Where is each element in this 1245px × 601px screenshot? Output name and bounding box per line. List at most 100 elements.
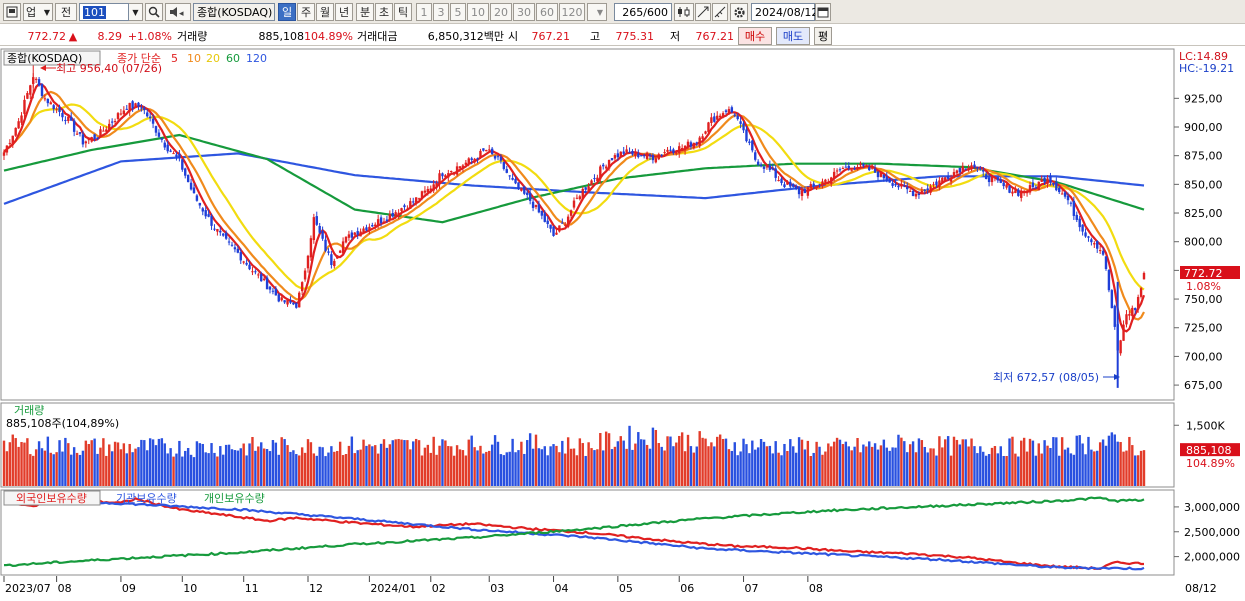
price-candle bbox=[274, 286, 278, 296]
price-candle bbox=[450, 170, 453, 174]
interval-20-button[interactable]: 20 bbox=[490, 3, 512, 21]
volume-bar bbox=[675, 442, 678, 486]
price-candle bbox=[493, 154, 497, 161]
period-month-tab[interactable]: 월 bbox=[316, 3, 334, 21]
prev-button[interactable]: 전 bbox=[55, 3, 77, 21]
price-candle bbox=[134, 102, 137, 109]
interval-60-button[interactable]: 60 bbox=[536, 3, 558, 21]
volume-bar bbox=[242, 443, 245, 486]
volume-bar bbox=[929, 448, 932, 486]
x-axis-tick-label: 09 bbox=[122, 582, 136, 595]
settings-button[interactable] bbox=[730, 3, 748, 21]
interval-5-button[interactable]: 5 bbox=[450, 3, 466, 21]
volume-bar bbox=[1090, 449, 1093, 486]
individual-holdings-legend: 개인보유수량 bbox=[204, 492, 265, 505]
price-candle bbox=[300, 281, 304, 296]
price-candle bbox=[116, 111, 120, 122]
volume-bar bbox=[87, 444, 90, 486]
price-candle bbox=[105, 126, 108, 133]
volume-bar bbox=[271, 440, 275, 486]
price-y-tick-label: 900,00 bbox=[1184, 121, 1223, 134]
price-panel[interactable] bbox=[0, 48, 1175, 401]
high-value: 775.31 bbox=[615, 29, 655, 43]
period-year-tab[interactable]: 년 bbox=[335, 3, 353, 21]
average-button[interactable]: 평 bbox=[814, 27, 832, 45]
volume-bar bbox=[55, 452, 58, 486]
x-axis-tick-label: 11 bbox=[245, 582, 259, 595]
search-button[interactable] bbox=[145, 3, 163, 21]
period-second-tab[interactable]: 초 bbox=[375, 3, 393, 21]
volume-bar bbox=[505, 452, 508, 486]
volume-bar bbox=[701, 437, 704, 486]
volume-bar bbox=[523, 453, 526, 486]
period-day-tab[interactable]: 일 bbox=[278, 3, 296, 21]
interval-spinner[interactable] bbox=[587, 3, 607, 21]
volume-bar bbox=[710, 442, 713, 486]
interval-10-button[interactable]: 10 bbox=[467, 3, 489, 21]
volume-bar bbox=[20, 442, 23, 486]
price-candle bbox=[809, 181, 812, 189]
price-candle bbox=[718, 113, 722, 119]
volume-bar bbox=[920, 440, 924, 486]
market-select[interactable]: 업 ▼ bbox=[23, 3, 53, 21]
draw-tool-button[interactable] bbox=[695, 3, 711, 21]
window-menu-icon[interactable] bbox=[3, 3, 21, 21]
price-candle bbox=[751, 139, 754, 153]
price-candle bbox=[669, 146, 672, 152]
volume-bar bbox=[414, 438, 418, 486]
stock-chart[interactable]: 675,00700,00725,00750,00775,00800,00825,… bbox=[0, 47, 1245, 601]
symbol-dropdown[interactable]: ▼ bbox=[129, 3, 143, 21]
price-candle bbox=[1075, 211, 1078, 223]
buy-button[interactable]: 매수 bbox=[738, 27, 772, 45]
volume-bar bbox=[315, 455, 318, 486]
volume-bar bbox=[178, 440, 181, 486]
price-candle bbox=[543, 210, 546, 223]
volume-bar bbox=[46, 436, 50, 486]
price-candle bbox=[1043, 176, 1046, 185]
count-field[interactable]: 265/600 bbox=[614, 3, 672, 21]
volume-bar bbox=[1011, 436, 1014, 486]
price-candle bbox=[1093, 241, 1096, 249]
volume-bar bbox=[1116, 441, 1119, 486]
price-candle bbox=[435, 180, 438, 191]
price-candle bbox=[318, 223, 321, 234]
volume-bar bbox=[713, 446, 716, 486]
volume-bar bbox=[1142, 450, 1146, 486]
price-candle bbox=[108, 119, 111, 132]
interval-3-button[interactable]: 3 bbox=[433, 3, 449, 21]
price-candle bbox=[830, 176, 833, 187]
price-candle bbox=[336, 255, 339, 259]
period-tick-tab[interactable]: 틱 bbox=[394, 3, 412, 21]
volume-bar bbox=[768, 445, 772, 486]
price-candle bbox=[1049, 172, 1052, 186]
speaker-button[interactable]: ◂ bbox=[165, 3, 191, 21]
price-candle bbox=[841, 166, 845, 170]
price-y-tick-label: 875,00 bbox=[1184, 150, 1223, 163]
volume-bar bbox=[64, 437, 67, 486]
volume-bar bbox=[11, 434, 14, 486]
chart-tool-button[interactable] bbox=[674, 3, 694, 21]
price-candle bbox=[321, 226, 324, 241]
price-candle bbox=[534, 204, 538, 210]
measure-tool-button[interactable] bbox=[712, 3, 728, 21]
volume-bar bbox=[540, 449, 544, 486]
interval-120-button[interactable]: 120 bbox=[559, 3, 585, 21]
price-candle bbox=[923, 189, 926, 195]
price-candle bbox=[900, 179, 903, 189]
volume-bar bbox=[803, 449, 807, 486]
price-candle bbox=[309, 235, 313, 261]
price-candle bbox=[242, 260, 245, 265]
price-candle bbox=[1142, 271, 1146, 280]
price-candle bbox=[648, 153, 652, 160]
period-week-tab[interactable]: 주 bbox=[297, 3, 315, 21]
interval-30-button[interactable]: 30 bbox=[513, 3, 535, 21]
period-minute-tab[interactable]: 분 bbox=[356, 3, 374, 21]
volume-bar bbox=[70, 454, 73, 486]
sell-button[interactable]: 매도 bbox=[776, 27, 810, 45]
calendar-button[interactable] bbox=[815, 3, 831, 21]
price-candle bbox=[768, 160, 772, 172]
price-candle bbox=[800, 187, 804, 201]
symbol-code-input[interactable]: 101 bbox=[79, 3, 129, 21]
date-field[interactable]: 2024/08/12 bbox=[751, 3, 818, 21]
interval-1-button[interactable]: 1 bbox=[416, 3, 432, 21]
